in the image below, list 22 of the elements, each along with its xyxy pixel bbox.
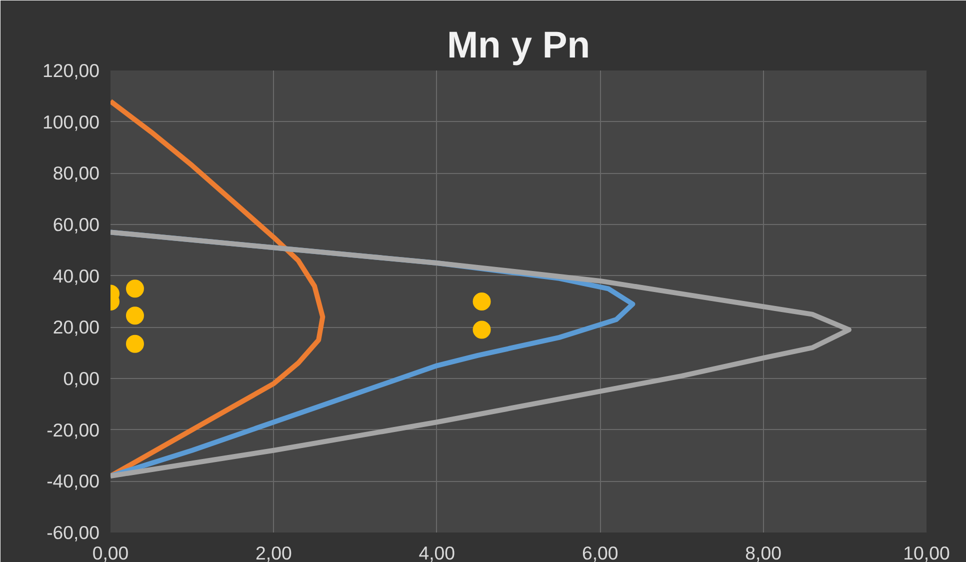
y-tick-label: -60,00 <box>46 522 100 543</box>
x-tick-label: 4,00 <box>418 542 456 562</box>
point <box>472 292 491 310</box>
y-tick-label: 120,00 <box>42 60 100 81</box>
point <box>126 306 144 325</box>
point <box>126 280 144 298</box>
chart-title: Mn y Pn <box>446 24 590 66</box>
point <box>472 320 491 339</box>
y-tick-label: 80,00 <box>52 162 100 184</box>
y-tick-label: 60,00 <box>52 214 100 235</box>
y-tick-label: -20,00 <box>46 419 100 440</box>
y-tick-label: 100,00 <box>42 111 100 132</box>
x-tick-label: 2,00 <box>256 542 292 562</box>
x-tick-label: 8,00 <box>745 542 782 562</box>
x-tick-label: 0,00 <box>92 542 129 562</box>
x-tick-label: 6,00 <box>582 542 618 562</box>
y-tick-label: 40,00 <box>52 265 100 286</box>
point <box>126 334 144 353</box>
y-tick-label: 20,00 <box>52 316 100 338</box>
x-tick-label: 10,00 <box>903 542 950 562</box>
y-tick-label: -40,00 <box>46 470 100 492</box>
y-tick-label: 0,00 <box>63 368 100 389</box>
